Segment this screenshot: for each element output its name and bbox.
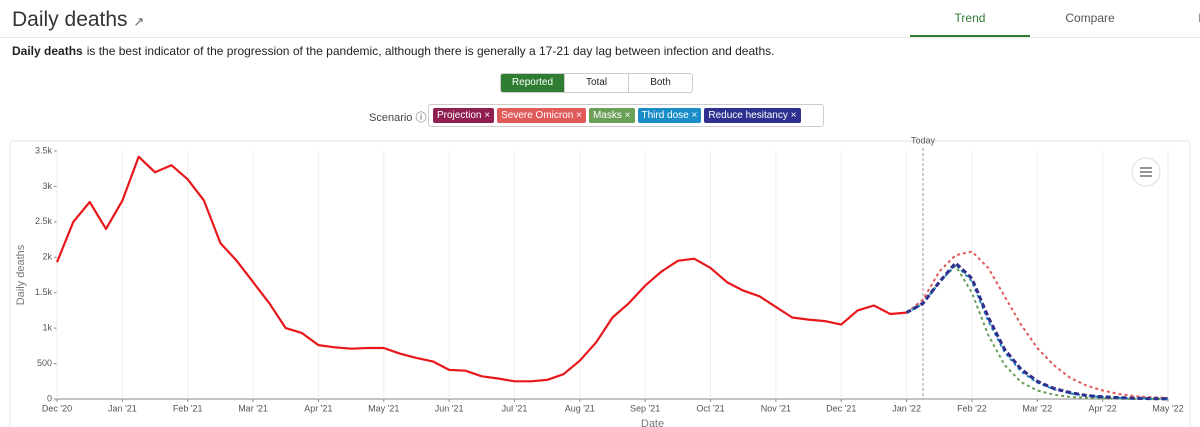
y-tick-label: 2k (42, 252, 52, 262)
x-tick-label: Feb '21 (173, 403, 203, 413)
y-tick-label: 3.5k (35, 145, 53, 155)
toggle: Reported Total Both (500, 73, 693, 93)
settings-icon (1140, 167, 1152, 177)
x-tick-label: Apr '21 (304, 403, 332, 413)
chip-label: Projection (437, 110, 482, 121)
x-tick-label: Mar '21 (238, 403, 268, 413)
scenario-select[interactable]: Projection × Severe Omicron × Masks × Third… (428, 104, 824, 127)
divider (0, 37, 1200, 38)
y-tick-label: 2.5k (35, 216, 53, 226)
scenario-chip[interactable]: Third dose × (637, 108, 702, 123)
toggle-button[interactable]: Total (564, 74, 628, 92)
description-bold: Daily deaths (12, 44, 83, 58)
x-tick-label: Aug '21 (565, 403, 595, 413)
scenario-chip[interactable]: Projection × (433, 108, 495, 123)
y-axis-label: Daily deaths (15, 244, 27, 305)
x-tick-label: Sep '21 (630, 403, 660, 413)
tab[interactable]: Compare (1065, 11, 1115, 25)
toggle-button[interactable]: Reported (501, 74, 564, 92)
y-tick-label: 1.5k (35, 287, 53, 297)
tab[interactable]: Map (1150, 0, 1200, 37)
chip-label: Masks (592, 110, 622, 121)
x-tick-label: May '22 (1152, 403, 1183, 413)
x-tick-label: Mar '22 (1022, 403, 1052, 413)
y-tick-label: 3k (42, 181, 52, 191)
scenario-chip[interactable]: Masks × (588, 108, 635, 123)
y-tick-label: 1k (42, 323, 52, 333)
x-tick-label: Feb '22 (957, 403, 987, 413)
x-tick-label: Jan '22 (892, 403, 921, 413)
series-line (55, 155, 907, 383)
x-tick-label: Nov '21 (761, 403, 791, 413)
scenario-label: Scenario ⓘ (369, 112, 427, 124)
x-tick-label: Dec '21 (826, 403, 856, 413)
x-tick-label: Apr '22 (1089, 403, 1117, 413)
y-tick-label: 500 (37, 358, 52, 368)
x-tick-label: May '21 (368, 403, 399, 413)
annotation: Today (911, 135, 936, 145)
page-title: Daily deaths ↗ (12, 8, 144, 32)
series-line (905, 250, 1169, 399)
description: Daily deaths is the best indicator of the… (12, 44, 774, 58)
scenario-chip[interactable]: Severe Omicron × (497, 108, 586, 123)
scenario-chip[interactable]: Reduce hesitancy × (704, 108, 801, 123)
description-text: is the best indicator of the progression… (86, 44, 775, 58)
tab[interactable]: Trend (910, 0, 1030, 37)
y-tick-label: 0 (47, 393, 52, 403)
x-axis-label: Date (641, 418, 664, 427)
chart-frame (9, 140, 1191, 427)
tabs: Trend Compare Map (910, 0, 1200, 37)
series-line (905, 261, 1169, 401)
x-tick-label: Jan '21 (108, 403, 137, 413)
x-tick-label: Dec '20 (42, 403, 72, 413)
chip-label: Reduce hesitancy (708, 110, 788, 121)
title-text: Daily deaths (12, 8, 128, 31)
x-tick-label: Jun '21 (435, 403, 464, 413)
chip-label: Severe Omicron (501, 110, 574, 121)
external-link-icon[interactable]: ↗ (133, 14, 145, 29)
toggle-button[interactable]: Both (628, 74, 692, 92)
scenario-text: Scenario (369, 112, 413, 124)
x-tick-label: Jul '21 (502, 403, 528, 413)
chip-label: Third dose (641, 110, 689, 121)
x-tick-label: Oct '21 (696, 403, 724, 413)
